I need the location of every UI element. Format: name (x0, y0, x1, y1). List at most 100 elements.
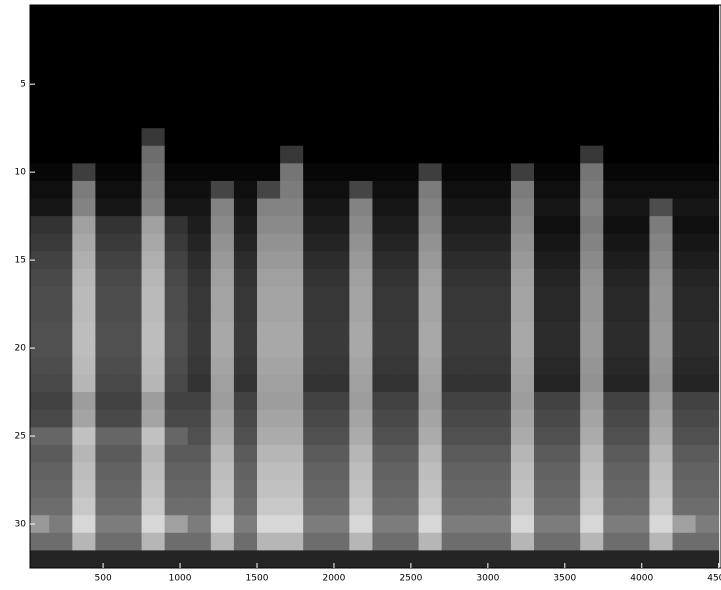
heatmap-cell (164, 145, 189, 164)
heatmap-cell (557, 392, 581, 411)
heatmap-cell (326, 92, 350, 112)
heatmap-cell (210, 216, 235, 235)
heatmap-cell (418, 374, 443, 393)
heatmap-cell (418, 392, 443, 411)
heatmap-cell (580, 198, 604, 217)
y-tick-label: 20 (15, 344, 27, 354)
heatmap-cell (626, 128, 650, 147)
heatmap-cell (187, 110, 212, 129)
heatmap-cell (487, 40, 512, 59)
heatmap-cell (326, 356, 350, 375)
heatmap-cell (580, 444, 604, 463)
heatmap-cell (233, 233, 258, 252)
heatmap-cell (280, 462, 304, 481)
heatmap-cell (280, 110, 304, 129)
heatmap-cell (464, 57, 489, 76)
heatmap-cell (580, 268, 604, 287)
heatmap-cell (534, 515, 558, 534)
heatmap-cell (487, 268, 512, 287)
heatmap-cell (626, 180, 650, 200)
heatmap-cell (557, 163, 581, 182)
heatmap-cell (326, 163, 350, 182)
heatmap-cell (510, 128, 535, 147)
heatmap-cell (349, 427, 373, 446)
heatmap-cell (30, 251, 50, 270)
heatmap-cell (72, 356, 96, 375)
heatmap-cell (695, 233, 720, 252)
heatmap-cell (233, 75, 258, 94)
heatmap-cell (280, 374, 304, 393)
heatmap-cell (603, 462, 627, 481)
heatmap-cell (464, 550, 489, 568)
heatmap-cell (349, 128, 373, 147)
heatmap-cell (580, 392, 604, 411)
heatmap-cell (372, 198, 397, 217)
heatmap-cell (626, 110, 650, 129)
heatmap-cell (326, 462, 350, 481)
heatmap-cell (510, 321, 535, 340)
heatmap-cell (72, 251, 96, 270)
heatmap-cell (141, 216, 166, 235)
heatmap-cell (210, 515, 235, 534)
heatmap-cell (603, 75, 627, 94)
heatmap-cell (510, 286, 535, 305)
heatmap-cell (441, 515, 466, 534)
heatmap-cell (30, 57, 50, 76)
heatmap-cell (487, 480, 512, 499)
heatmap-cell (510, 409, 535, 428)
heatmap-cell (649, 5, 674, 24)
heatmap-cell (118, 22, 143, 41)
heatmap-cell (487, 251, 512, 270)
heatmap-cell (395, 427, 420, 446)
heatmap-cell (30, 497, 50, 516)
heatmap-cell (603, 5, 627, 24)
heatmap-cell (534, 110, 558, 129)
heatmap-cell (649, 532, 674, 551)
heatmap-cell (580, 321, 604, 340)
heatmap-cell (580, 356, 604, 375)
heatmap-cell (30, 427, 50, 446)
heatmap-cell (626, 374, 650, 393)
heatmap-cell (395, 92, 420, 112)
heatmap-cell (280, 128, 304, 147)
heatmap-cell (95, 532, 119, 551)
heatmap-cell (695, 356, 720, 375)
heatmap-cell (603, 216, 627, 235)
heatmap-cell (372, 92, 397, 112)
heatmap-cell (326, 427, 350, 446)
heatmap-cell (118, 180, 143, 200)
heatmap-cell (349, 409, 373, 428)
heatmap-cell (510, 40, 535, 59)
heatmap-cell (580, 92, 604, 112)
heatmap-cell (626, 515, 650, 534)
heatmap-cell (395, 532, 420, 551)
heatmap-cell (349, 92, 373, 112)
heatmap-cell (349, 40, 373, 59)
heatmap-cell (118, 321, 143, 340)
heatmap-cell (603, 409, 627, 428)
heatmap-cell (649, 198, 674, 217)
heatmap-cell (164, 163, 189, 182)
heatmap-cell (487, 5, 512, 24)
heatmap-cell (187, 145, 212, 164)
heatmap-cell (187, 92, 212, 112)
heatmap-cell (141, 339, 166, 358)
heatmap-cell (233, 145, 258, 164)
heatmap-cell (487, 110, 512, 129)
heatmap-cell (256, 427, 281, 446)
heatmap-cell (441, 75, 466, 94)
heatmap-cell (280, 40, 304, 59)
heatmap-cell (464, 251, 489, 270)
heatmap-cell (256, 321, 281, 340)
heatmap-cell (280, 480, 304, 499)
heatmap-cell (510, 550, 535, 568)
heatmap-cell (626, 304, 650, 323)
heatmap-cell (280, 532, 304, 551)
heatmap-cell (349, 5, 373, 24)
heatmap-cell (303, 497, 327, 516)
heatmap-cell (487, 57, 512, 76)
heatmap-cell (372, 233, 397, 252)
heatmap-cell (464, 92, 489, 112)
heatmap-cell (626, 532, 650, 551)
